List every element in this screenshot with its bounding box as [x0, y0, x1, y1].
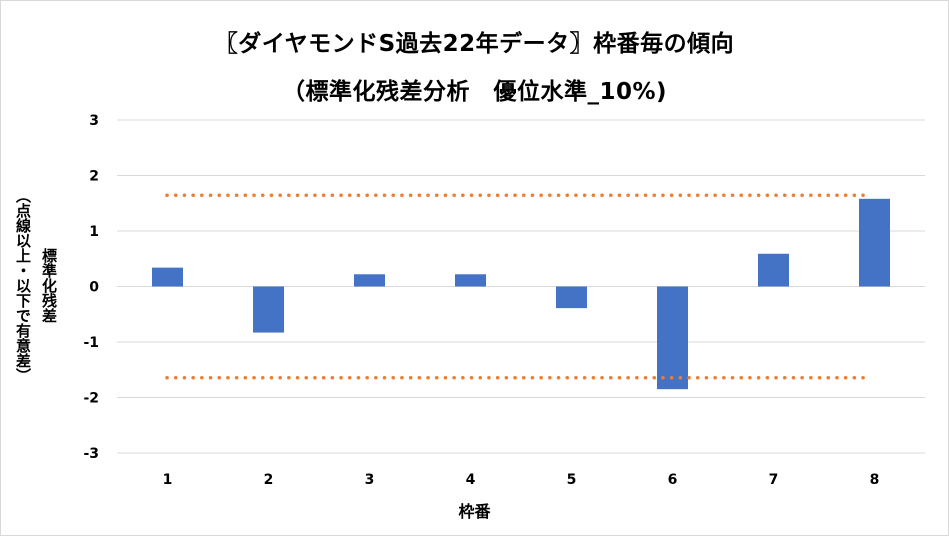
y-axis-label-line1: 標準化残差 — [40, 247, 58, 323]
x-tick-label: 3 — [365, 472, 375, 488]
y-axis-label-line2: （点線以上・以下で有意差） — [14, 187, 32, 383]
bar — [556, 286, 587, 309]
x-axis-label: 枠番 — [458, 502, 491, 521]
bar — [253, 286, 284, 333]
y-tick-label: -1 — [83, 335, 99, 351]
x-tick-label: 6 — [668, 472, 678, 488]
bar — [657, 286, 688, 390]
bar — [859, 198, 890, 287]
bar — [455, 274, 486, 287]
x-tick-label: 5 — [567, 472, 577, 488]
x-tick-label: 1 — [163, 472, 173, 488]
y-tick-label: -2 — [83, 391, 99, 407]
y-tick-label: 2 — [89, 169, 99, 185]
bar — [152, 267, 183, 287]
chart-title-line2: （標準化残差分析 優位水準_10%) — [281, 79, 668, 105]
x-tick-label: 8 — [870, 472, 880, 488]
x-tick-label: 2 — [264, 472, 274, 488]
y-tick-label: 0 — [89, 280, 99, 296]
y-tick-label: 3 — [89, 113, 99, 129]
y-tick-label: -3 — [83, 446, 99, 462]
x-tick-label: 4 — [466, 472, 476, 488]
chart-title-line1: 〖ダイヤモンドS過去22年データ〗枠番毎の傾向 — [214, 31, 735, 57]
bar — [758, 253, 789, 287]
y-axis-label: 標準化残差 （点線以上・以下で有意差） — [6, 155, 64, 415]
y-tick-label: 1 — [89, 224, 99, 240]
bar — [354, 274, 385, 287]
x-tick-label: 7 — [769, 472, 779, 488]
